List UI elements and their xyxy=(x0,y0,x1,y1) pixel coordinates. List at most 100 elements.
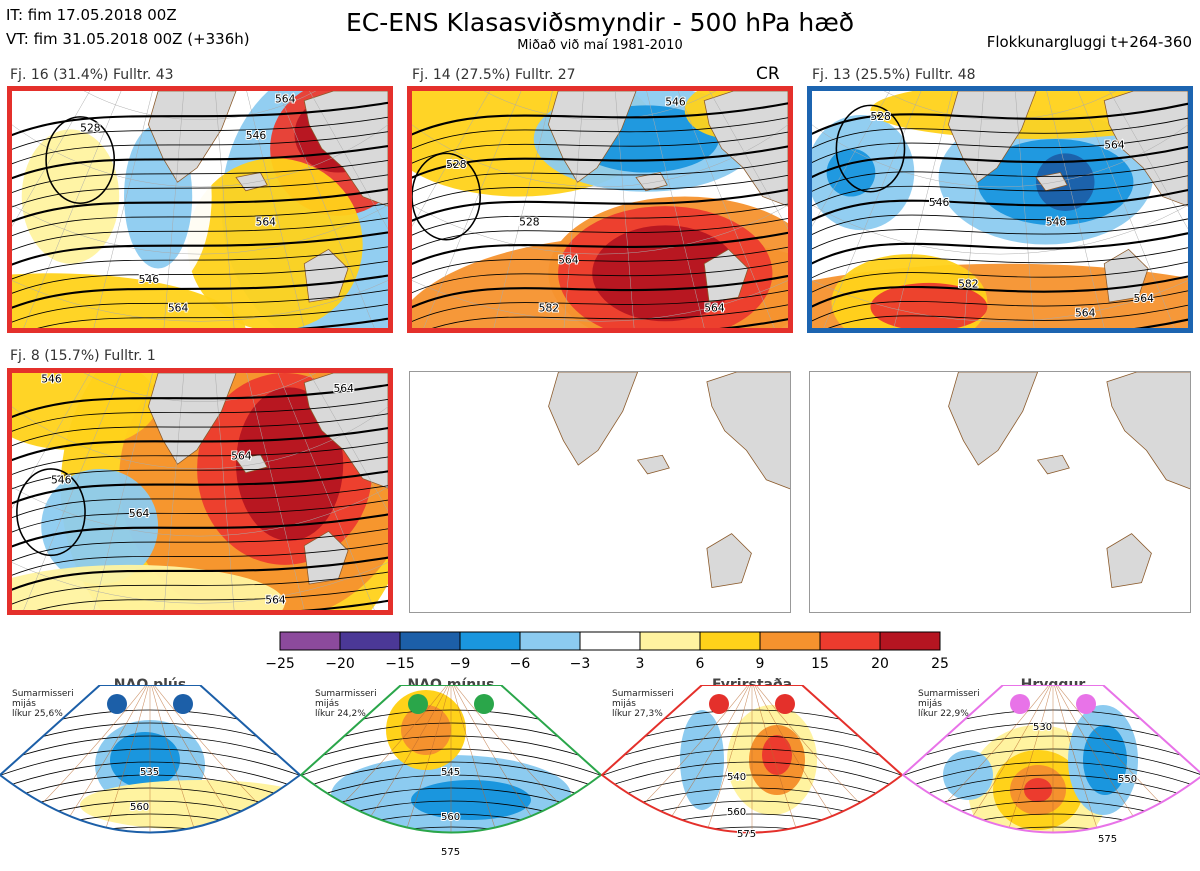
regime-1-info: Sumarmisseri mijás líkur 25,6% xyxy=(12,689,74,719)
meridian xyxy=(163,91,185,328)
regime-anomaly xyxy=(680,710,724,810)
land-iceland xyxy=(1035,172,1068,192)
cluster-map-4[interactable]: 546 564 564 546 564 564 xyxy=(7,368,393,615)
height-contour xyxy=(12,159,388,194)
regime-map-4: 530 550 575 xyxy=(901,685,1200,846)
regime-marker-dot xyxy=(1010,694,1030,714)
anomaly-area xyxy=(41,468,159,585)
height-contour xyxy=(412,188,788,222)
anomaly-area xyxy=(870,282,988,328)
colorbar-segment xyxy=(579,631,641,651)
height-contour xyxy=(12,188,388,223)
colorbar-ticks: −25 −20 −15 −9 −6 −3 3 6 9 15 20 25 xyxy=(0,656,1200,676)
cluster-map-2[interactable]: 528 528 546 564 582 564 xyxy=(407,86,793,333)
parallel xyxy=(812,124,1188,188)
regime-contour xyxy=(592,840,912,870)
parallel xyxy=(812,204,1188,255)
panel-2-label: Fj. 14 (27.5%) Fulltr. 27 xyxy=(412,67,576,83)
regime-marker-dot xyxy=(408,694,428,714)
contour-label: 546 xyxy=(246,129,267,142)
meridian xyxy=(563,91,585,328)
contour-label: 564 xyxy=(129,507,150,520)
regime-maps: 535 560 545 560 575 540 560 575 530 550 575 xyxy=(0,685,1200,870)
colorbar-segment xyxy=(819,631,881,651)
land-british-isles xyxy=(303,248,349,303)
regime-coastline xyxy=(602,685,753,833)
height-contour xyxy=(812,175,1188,207)
height-contour xyxy=(412,160,788,193)
contour-label: 582 xyxy=(958,278,978,291)
meridian xyxy=(493,91,553,328)
colorbar-segment xyxy=(519,631,581,651)
regime-contour-label: 560 xyxy=(130,802,149,813)
height-contour xyxy=(412,174,788,207)
regime-coastline xyxy=(149,685,261,833)
meridian xyxy=(23,91,122,328)
regime-contour xyxy=(0,840,310,870)
height-contour xyxy=(412,117,788,150)
height-contour xyxy=(812,275,1188,308)
contour-label: 564 xyxy=(265,593,286,606)
regime-coastline xyxy=(149,685,206,833)
regime-coastline xyxy=(340,685,452,833)
meridian xyxy=(309,91,388,230)
contour-label: 564 xyxy=(256,215,277,228)
height-contour xyxy=(12,383,388,419)
meridian xyxy=(1109,91,1188,230)
contour-label: 564 xyxy=(1075,307,1096,320)
height-contour xyxy=(812,117,1188,149)
height-contour xyxy=(412,261,788,294)
parallel xyxy=(412,204,788,255)
cluster-map-3[interactable]: 528 546 564 546 564 582 564 xyxy=(807,86,1193,333)
height-contour xyxy=(412,274,788,309)
contour-label: 564 xyxy=(1133,292,1154,305)
regime-coastline xyxy=(641,685,753,833)
height-contour xyxy=(12,513,388,548)
meridian xyxy=(893,91,953,328)
colorbar-segment xyxy=(879,631,941,651)
meridian xyxy=(423,91,522,328)
height-contour xyxy=(300,599,388,610)
regime-anomaly xyxy=(401,705,451,755)
colorbar-tick-label: −9 xyxy=(449,656,471,672)
parallel xyxy=(412,280,788,322)
land-scandinavia xyxy=(1106,372,1190,490)
regime-marker-dot xyxy=(1076,694,1096,714)
land-iceland xyxy=(636,454,670,475)
panel-3-label: Fj. 13 (25.5%) Fulltr. 48 xyxy=(812,67,976,83)
colorbar-tick-label: 3 xyxy=(635,656,645,672)
meridian xyxy=(215,91,235,328)
height-contour xyxy=(12,485,388,519)
height-contour xyxy=(12,144,388,180)
anomaly-area xyxy=(12,373,159,450)
contour-label: 528 xyxy=(446,158,467,171)
parallel xyxy=(12,562,388,604)
colorbar-tick-label: −6 xyxy=(509,656,531,672)
colorbar-segment xyxy=(699,631,761,651)
height-contour xyxy=(12,289,388,323)
regime-contour-label: 545 xyxy=(441,767,460,778)
parallel xyxy=(83,91,317,120)
regime-marker-dot xyxy=(107,694,127,714)
regime-contour-label: 530 xyxy=(1033,722,1052,733)
contour-label: 564 xyxy=(558,254,579,267)
classification-window: Flokkunargluggi t+264-360 xyxy=(986,33,1192,51)
contour-label: 564 xyxy=(1104,139,1125,152)
panel-4-label: Fj. 8 (15.7%) Fulltr. 1 xyxy=(10,348,156,364)
regime-marker-dot xyxy=(474,694,494,714)
cluster-map-1[interactable]: 528 546 564 564 546 564 xyxy=(7,86,393,333)
colorbar-segment xyxy=(459,631,521,651)
land-scandinavia xyxy=(1103,91,1188,207)
low-center-contour xyxy=(45,116,116,205)
contour-label: 546 xyxy=(1046,215,1067,228)
height-contour xyxy=(12,217,388,251)
contour-label: 546 xyxy=(51,473,72,486)
height-contour xyxy=(12,260,388,294)
meridian xyxy=(93,373,153,610)
meridian xyxy=(23,373,122,610)
regime-coastline xyxy=(1052,685,1164,833)
height-contour xyxy=(12,116,388,150)
contour-label: 564 xyxy=(275,93,296,106)
height-contour xyxy=(412,203,788,236)
height-contour xyxy=(12,413,388,447)
